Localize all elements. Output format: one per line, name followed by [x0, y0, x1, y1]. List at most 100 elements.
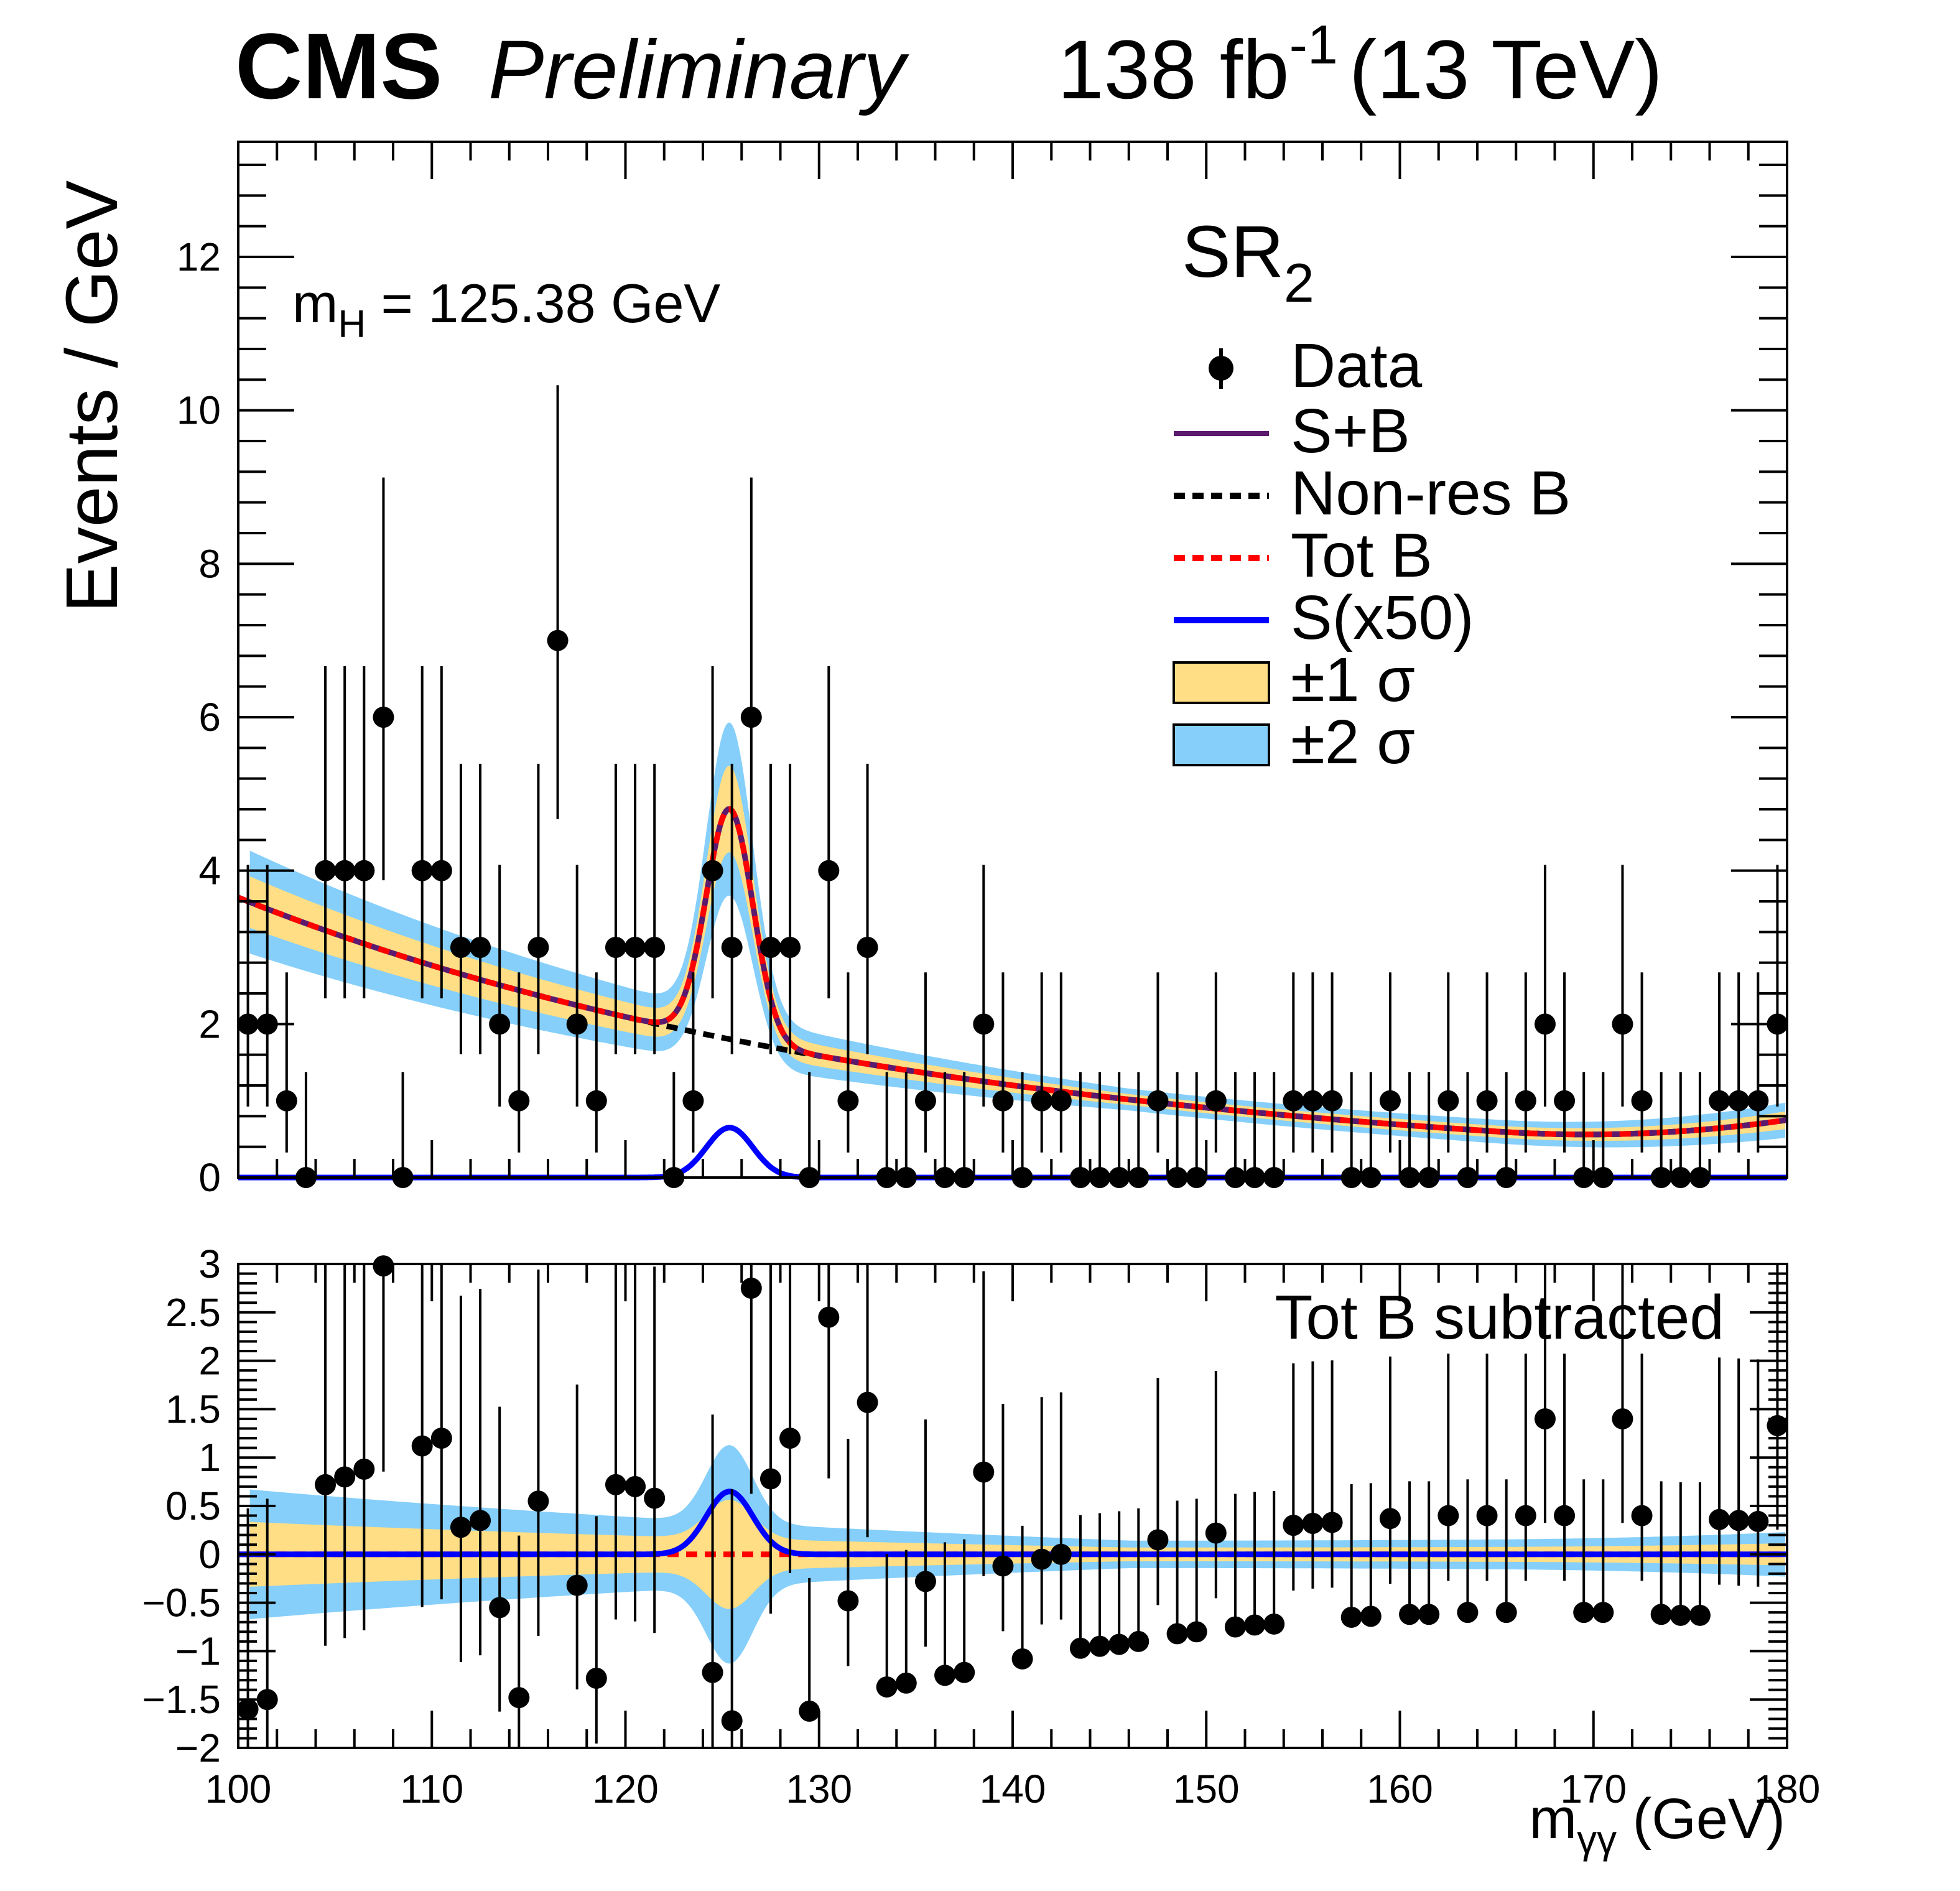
ratio-y-tick-label: 1.5: [165, 1387, 221, 1431]
legend-data-marker: [1209, 356, 1233, 381]
top-data-point: [470, 937, 491, 958]
x-tick-label: 170: [1560, 1767, 1627, 1811]
top-data-point: [721, 937, 743, 958]
ratio-data-point: [411, 1435, 433, 1457]
legend-one-sigma-swatch: [1173, 661, 1270, 704]
top-data-point: [605, 937, 626, 958]
legend-entry-signal: S(x50): [1174, 583, 1474, 653]
legend-entry-data: Data: [1209, 331, 1423, 401]
region-name: SR: [1182, 211, 1284, 293]
top-data-point: [1302, 1090, 1324, 1112]
ratio-y-tick-label: 0.5: [165, 1484, 221, 1528]
ratio-data-point: [373, 1255, 394, 1277]
ratio-y-tick-label: 0: [198, 1532, 221, 1577]
top-data-point: [411, 860, 433, 881]
top-data-point: [334, 860, 356, 881]
ratio-data-point: [1302, 1513, 1324, 1535]
ratio-data-point: [508, 1687, 530, 1709]
ratio-data-point: [1670, 1604, 1691, 1626]
ratio-data-point: [1418, 1604, 1440, 1625]
top-data-point: [759, 937, 781, 958]
legend-one-sigma-label: ±1 σ: [1291, 645, 1415, 715]
legend: Data S+B Non-res B Tot B S(x50) ±1 σ ±2 …: [1173, 331, 1571, 777]
lumi-value: 138 fb: [1057, 24, 1289, 116]
ratio-curves: [238, 1489, 1787, 1558]
ratio-data-point: [1534, 1408, 1556, 1429]
ratio-data-point: [1399, 1604, 1421, 1625]
ratio-data-point: [1689, 1604, 1711, 1626]
ratio-data-point: [857, 1392, 878, 1413]
region-label: SR2: [1182, 211, 1314, 314]
top-y-tick-label: 4: [198, 848, 221, 893]
ratio-data-point: [334, 1466, 356, 1488]
ratio-data-point: [450, 1517, 471, 1538]
ratio-data-point: [721, 1710, 743, 1732]
top-data-point: [547, 630, 569, 651]
ratio-data-point: [1263, 1613, 1285, 1635]
ratio-data-point: [799, 1700, 820, 1722]
ratio-data-point: [1011, 1648, 1033, 1670]
top-data-point: [1515, 1090, 1536, 1112]
ratio-data-point: [585, 1667, 607, 1689]
ratio-y-tick-label: −1: [175, 1628, 221, 1673]
top-y-tick-label: 12: [177, 235, 221, 279]
ratio-y-tick-label: 2.5: [165, 1290, 221, 1335]
ratio-y-tick-label: 3: [198, 1242, 221, 1286]
top-data-point: [1283, 1090, 1304, 1112]
ratio-data-point: [1340, 1606, 1362, 1628]
top-data-point: [1631, 1090, 1653, 1112]
ratio-data-point: [702, 1661, 723, 1683]
x-tick-label: 100: [205, 1767, 272, 1811]
legend-totb-label: Tot B: [1291, 521, 1433, 590]
ratio-data-point: [992, 1555, 1014, 1577]
ratio-data-point: [644, 1487, 666, 1509]
status-label: Preliminary: [488, 24, 909, 116]
axis-ticks: 100 110 120 130 140 150 160 170 180024681012−2−1…: [142, 142, 1820, 1811]
top-data-point: [625, 937, 646, 958]
top-data-point: [450, 937, 471, 958]
top-data-point: [585, 1090, 607, 1112]
ratio-data-point: [470, 1510, 491, 1531]
ratio-panel-label: Tot B subtracted: [1275, 1283, 1724, 1352]
ratio-data-point: [1147, 1529, 1169, 1551]
ratio-data-point: [1069, 1637, 1091, 1659]
ratio-data-point: [489, 1597, 511, 1619]
top-y-tick-label: 6: [198, 695, 221, 740]
x-tick-label: 110: [400, 1767, 463, 1811]
ratio-data-point: [1224, 1616, 1246, 1638]
top-data-point: [779, 937, 801, 958]
ratio-y-tick-label: −1.5: [142, 1677, 221, 1722]
ratio-data-point: [1108, 1633, 1130, 1655]
top-data-point: [914, 1090, 936, 1112]
ratio-y-tick-label: 1: [198, 1435, 221, 1480]
ratio-data-point: [1747, 1510, 1769, 1532]
ratio-data-point: [973, 1461, 995, 1483]
ratio-data-point: [1495, 1602, 1517, 1624]
top-data-point: [527, 937, 549, 958]
ratio-data-point: [315, 1474, 337, 1495]
top-data-point: [992, 1090, 1014, 1112]
ratio-data-point: [1244, 1614, 1266, 1636]
ratio-data-point: [1592, 1602, 1614, 1624]
top-data-point: [1379, 1090, 1401, 1112]
ratio-data-point: [1050, 1543, 1072, 1565]
ratio-data-point: [740, 1277, 762, 1299]
top-data-point: [682, 1090, 704, 1112]
ratio-signal-curve: [238, 1489, 1787, 1558]
top-data-point: [276, 1090, 297, 1112]
ratio-data-point: [779, 1428, 801, 1449]
legend-entry-two-sigma: ±2 σ: [1173, 707, 1415, 777]
ratio-data-point: [876, 1676, 898, 1698]
ratio-data-point: [1476, 1505, 1498, 1526]
top-data-point: [1147, 1090, 1169, 1112]
top-y-tick-label: 10: [177, 388, 221, 433]
top-data-point: [373, 707, 394, 728]
ratio-data-point: [1379, 1508, 1401, 1530]
ratio-data-point: [1650, 1604, 1672, 1625]
x-tick-label: 140: [980, 1767, 1046, 1811]
ratio-data-point: [1554, 1505, 1576, 1526]
legend-entry-totb: Tot B: [1174, 521, 1433, 590]
ratio-y-tick-label: 2: [198, 1339, 221, 1383]
top-data-point: [702, 860, 723, 881]
